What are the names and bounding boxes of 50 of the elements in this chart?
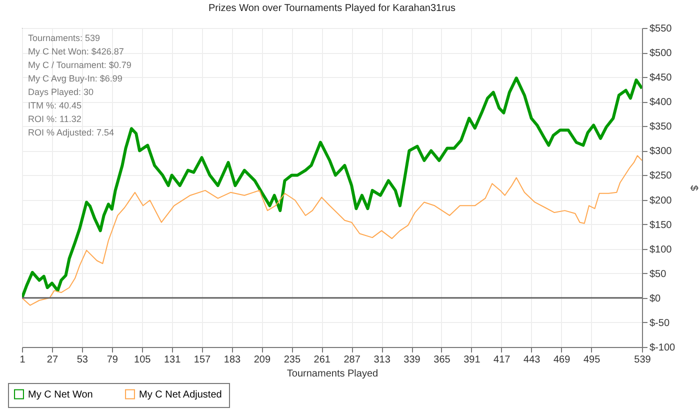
- x-tick-label: 495: [583, 354, 601, 366]
- x-tick-label: 209: [254, 354, 271, 366]
- x-axis-title: Tournaments Played: [286, 368, 378, 380]
- annotation: ROI %: 11.32: [28, 114, 82, 124]
- y-tick-label: $100: [650, 244, 672, 256]
- y-tick-label: $50: [650, 268, 667, 280]
- y-tick-label: $150: [650, 220, 672, 231]
- x-tick-label: 157: [194, 354, 212, 366]
- x-tick-label: 131: [164, 354, 182, 366]
- x-tick-label: 79: [106, 354, 118, 366]
- y-tick-label: $250: [650, 170, 672, 182]
- x-tick-label: 261: [314, 354, 331, 366]
- x-tick-label: 391: [464, 354, 481, 366]
- x-tick-label: 53: [76, 354, 88, 366]
- annotation: ITM %: 40.45: [28, 100, 82, 110]
- x-tick-label: 539: [634, 354, 652, 366]
- y-tick-label: $0: [650, 293, 662, 304]
- y-tick-label: $-100: [650, 342, 676, 354]
- line-series: [22, 155, 642, 306]
- annotation: My C / Tournament: $0.79: [28, 60, 132, 70]
- chart-title: Prizes Won over Tournaments Played for Karahan31rus: [208, 3, 456, 14]
- annotation: Days Played: 30: [28, 87, 94, 97]
- x-tick-label: 105: [134, 354, 152, 366]
- y-tick-label: $-50: [650, 318, 670, 329]
- y-tick-label: $550: [650, 24, 672, 34]
- x-tick-label: 27: [46, 354, 58, 366]
- y-tick-label: $400: [650, 97, 672, 108]
- legend-label: My C Net Won: [28, 389, 93, 400]
- annotation: My C Net Won: $426.87: [28, 46, 124, 56]
- y-tick-label: $300: [650, 146, 672, 158]
- x-tick-label: 443: [524, 354, 541, 366]
- y-tick-label: $450: [650, 72, 672, 84]
- y-axis-title: $: [688, 185, 700, 192]
- x-tick-label: 1: [20, 354, 26, 366]
- y-tick-label: $350: [650, 122, 672, 133]
- x-tick-label: 417: [494, 354, 511, 366]
- line-series: [22, 76, 642, 300]
- legend-label: My C Net Adjusted: [139, 389, 222, 400]
- x-tick-label: 287: [344, 354, 361, 366]
- x-tick-label: 365: [434, 354, 451, 366]
- x-tick-label: 469: [553, 354, 571, 366]
- annotation: ROI % Adjusted: 7.54: [28, 128, 114, 138]
- x-tick-label: 339: [404, 354, 421, 366]
- x-tick-label: 313: [374, 354, 391, 366]
- annotation: My C Avg Buy-In: $6.99: [28, 74, 122, 84]
- y-tick-label: $200: [650, 195, 672, 206]
- y-tick-label: $500: [650, 48, 672, 60]
- x-tick-label: 235: [284, 354, 301, 366]
- annotation: Tournaments: 539: [28, 33, 100, 43]
- x-tick-label: 183: [224, 354, 242, 366]
